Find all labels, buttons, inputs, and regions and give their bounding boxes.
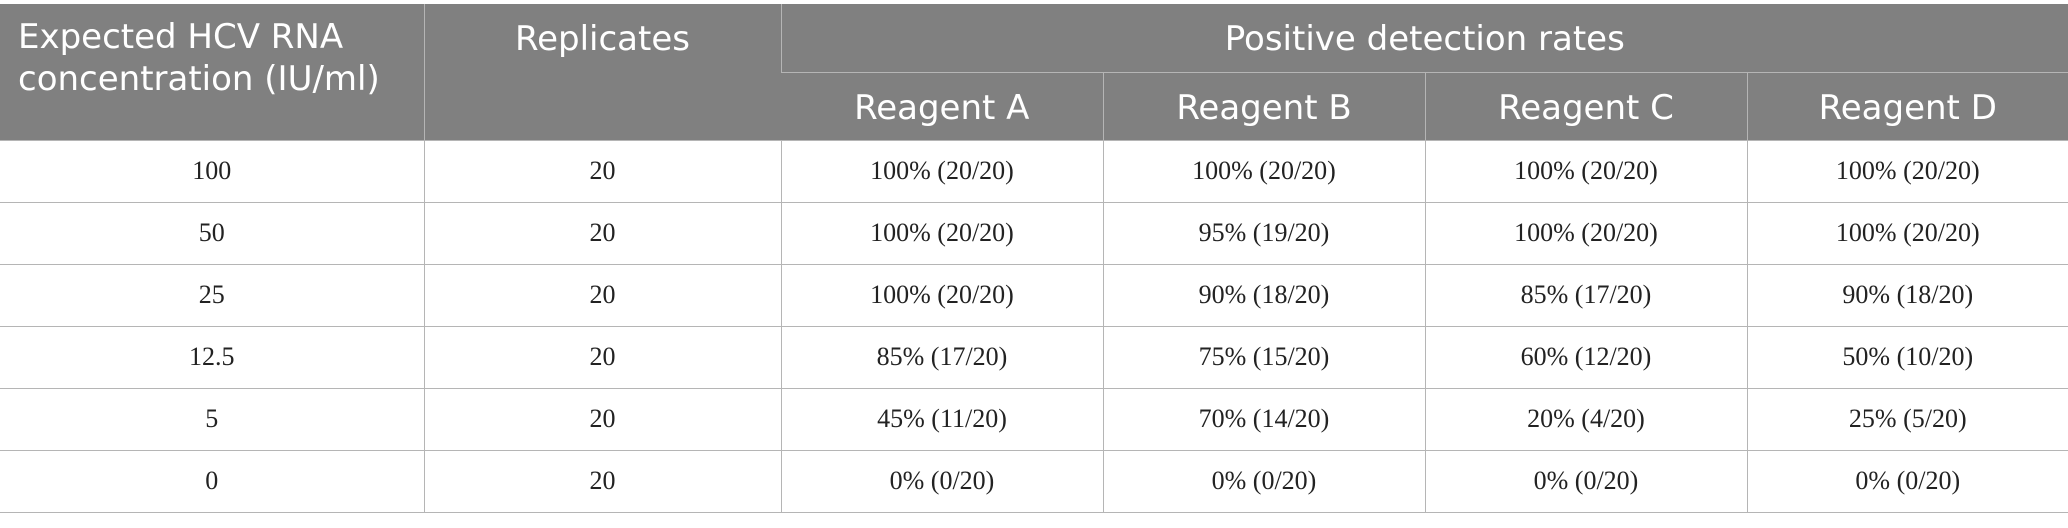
- cell-reagent-b: 70% (14/20): [1102, 388, 1425, 451]
- header-reagent-a: Reagent A: [781, 72, 1103, 141]
- cell-reagent-a: 100% (20/20): [780, 264, 1103, 327]
- cell-reagent-d: 100% (20/20): [1746, 202, 2068, 265]
- detection-rate-table: Expected HCV RNA concentration (IU/ml) R…: [0, 4, 2068, 513]
- cell-concentration: 100: [0, 140, 424, 203]
- cell-concentration: 25: [0, 264, 424, 327]
- cell-reagent-d: 90% (18/20): [1746, 264, 2068, 327]
- table-row: 100 20 100% (20/20) 100% (20/20) 100% (2…: [0, 140, 2068, 203]
- cell-reagent-b: 95% (19/20): [1102, 202, 1425, 265]
- header-reagent-c: Reagent C: [1424, 72, 1747, 141]
- cell-concentration: 12.5: [0, 326, 424, 389]
- cell-replicates: 20: [423, 450, 781, 513]
- cell-reagent-d: 25% (5/20): [1746, 388, 2068, 451]
- table-row: 12.5 20 85% (17/20) 75% (15/20) 60% (12/…: [0, 326, 2068, 389]
- cell-reagent-c: 60% (12/20): [1424, 326, 1747, 389]
- cell-reagent-c: 100% (20/20): [1424, 202, 1747, 265]
- cell-reagent-c: 20% (4/20): [1424, 388, 1747, 451]
- cell-reagent-a: 100% (20/20): [780, 202, 1103, 265]
- cell-replicates: 20: [423, 388, 781, 451]
- header-concentration: Expected HCV RNA concentration (IU/ml): [0, 4, 424, 141]
- cell-reagent-b: 75% (15/20): [1102, 326, 1425, 389]
- cell-reagent-c: 85% (17/20): [1424, 264, 1747, 327]
- cell-replicates: 20: [423, 264, 781, 327]
- cell-reagent-d: 0% (0/20): [1746, 450, 2068, 513]
- table-row: 50 20 100% (20/20) 95% (19/20) 100% (20/…: [0, 202, 2068, 265]
- header-positive-detection-rates: Positive detection rates: [780, 4, 2068, 73]
- cell-reagent-c: 100% (20/20): [1424, 140, 1747, 203]
- table-row: 25 20 100% (20/20) 90% (18/20) 85% (17/2…: [0, 264, 2068, 327]
- table-row: 0 20 0% (0/20) 0% (0/20) 0% (0/20) 0% (0…: [0, 450, 2068, 513]
- header-replicates: Replicates: [423, 4, 781, 141]
- header-row-reagents: Reagent A Reagent B Reagent C Reagent D: [0, 72, 2068, 141]
- cell-reagent-a: 0% (0/20): [780, 450, 1103, 513]
- cell-replicates: 20: [423, 140, 781, 203]
- cell-reagent-d: 50% (10/20): [1746, 326, 2068, 389]
- cell-reagent-a: 45% (11/20): [780, 388, 1103, 451]
- cell-reagent-b: 100% (20/20): [1102, 140, 1425, 203]
- header-reagent-b: Reagent B: [1102, 72, 1425, 141]
- cell-reagent-b: 90% (18/20): [1102, 264, 1425, 327]
- cell-concentration: 5: [0, 388, 424, 451]
- header-reagent-d: Reagent D: [1746, 72, 2068, 141]
- cell-reagent-a: 85% (17/20): [780, 326, 1103, 389]
- cell-reagent-c: 0% (0/20): [1424, 450, 1747, 513]
- cell-concentration: 50: [0, 202, 424, 265]
- cell-reagent-d: 100% (20/20): [1746, 140, 2068, 203]
- table-row: 5 20 45% (11/20) 70% (14/20) 20% (4/20) …: [0, 388, 2068, 451]
- cell-reagent-b: 0% (0/20): [1102, 450, 1425, 513]
- cell-concentration: 0: [0, 450, 424, 513]
- cell-replicates: 20: [423, 202, 781, 265]
- header-row-top: Expected HCV RNA concentration (IU/ml) R…: [0, 4, 2068, 141]
- cell-reagent-a: 100% (20/20): [780, 140, 1103, 203]
- cell-replicates: 20: [423, 326, 781, 389]
